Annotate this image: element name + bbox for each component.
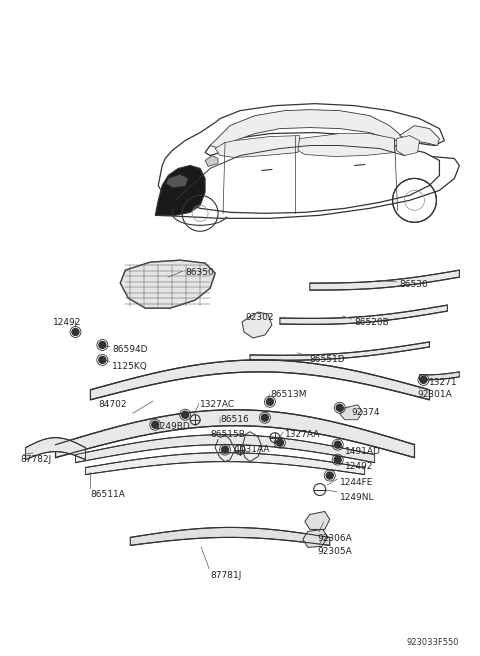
Polygon shape [310,270,459,290]
Circle shape [420,377,427,383]
Text: 86530: 86530 [399,280,428,289]
Circle shape [326,472,333,479]
Text: 12492: 12492 [52,318,81,327]
Polygon shape [280,305,447,324]
Polygon shape [420,372,459,380]
Text: 1244FE: 1244FE [340,478,373,487]
Text: 87781J: 87781J [210,571,241,581]
Circle shape [222,446,228,453]
Text: 86594D: 86594D [112,345,148,354]
Polygon shape [130,527,330,545]
Polygon shape [166,174,188,188]
Text: 1031AA: 1031AA [235,445,271,454]
Text: 12492: 12492 [345,462,373,470]
Circle shape [262,414,268,421]
Text: 1249BD: 1249BD [155,422,191,431]
Circle shape [334,456,341,463]
Text: 1327AA: 1327AA [285,430,320,439]
Polygon shape [75,435,374,462]
Text: 87782J: 87782J [21,455,52,464]
Polygon shape [210,110,405,148]
Circle shape [99,342,106,348]
Polygon shape [120,260,215,308]
Polygon shape [242,312,272,338]
Text: 86511A: 86511A [90,489,125,499]
Polygon shape [305,512,330,529]
Polygon shape [90,360,430,400]
Text: 1249NL: 1249NL [340,493,374,502]
Polygon shape [340,405,363,420]
Circle shape [276,439,283,446]
Text: 86513M: 86513M [270,390,306,399]
Text: 13271: 13271 [430,378,458,387]
Polygon shape [215,136,300,157]
Circle shape [72,329,79,335]
Text: 84702: 84702 [98,400,127,409]
Polygon shape [295,134,395,157]
Text: 92374: 92374 [352,408,380,417]
Polygon shape [85,453,365,474]
Polygon shape [303,529,328,547]
Text: 92305A: 92305A [318,547,352,556]
Text: 86515B: 86515B [210,430,245,439]
Polygon shape [158,104,444,213]
Polygon shape [399,125,439,146]
Text: 86520B: 86520B [355,318,389,327]
Polygon shape [396,136,420,155]
Text: 923033F550: 923033F550 [407,638,459,647]
Text: 92306A: 92306A [318,535,352,543]
Circle shape [334,441,341,448]
Polygon shape [205,155,218,167]
Polygon shape [250,342,430,360]
Polygon shape [155,155,459,218]
Text: 1327AC: 1327AC [200,400,235,409]
Text: 92301A: 92301A [418,390,452,399]
Text: 86350: 86350 [185,268,214,277]
Text: 1125KQ: 1125KQ [112,362,148,371]
Circle shape [266,398,274,405]
Text: 86516: 86516 [220,415,249,424]
Circle shape [99,356,106,363]
Text: 86551D: 86551D [310,355,346,364]
Circle shape [336,404,343,411]
Polygon shape [25,438,85,460]
Circle shape [152,421,159,428]
Polygon shape [120,260,215,308]
Text: 1491AD: 1491AD [345,447,381,456]
Text: 92302: 92302 [245,313,274,322]
Polygon shape [155,165,205,215]
Circle shape [181,411,189,419]
Polygon shape [56,410,415,458]
